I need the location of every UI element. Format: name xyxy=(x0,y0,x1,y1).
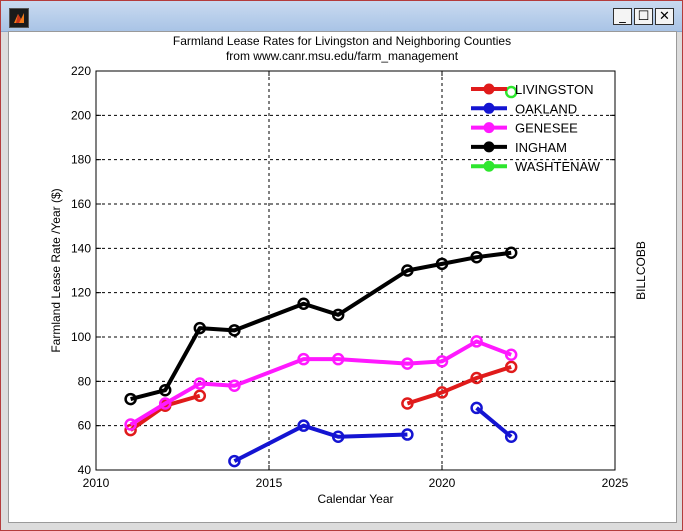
legend-label: LIVINGSTON xyxy=(515,82,594,97)
y-tick-label: 180 xyxy=(71,153,91,167)
data-point xyxy=(331,352,345,366)
data-point xyxy=(401,264,414,277)
data-point xyxy=(401,397,414,410)
data-point xyxy=(193,389,207,402)
data-point xyxy=(435,257,449,271)
plot-area xyxy=(96,71,615,470)
matlab-logo-icon xyxy=(9,8,29,28)
series-line xyxy=(406,365,512,406)
data-point xyxy=(124,423,137,437)
y-tick-label: 200 xyxy=(71,108,91,122)
data-point xyxy=(124,392,137,406)
legend-label: WASHTENAW xyxy=(515,159,601,174)
series-line xyxy=(475,406,513,439)
data-point xyxy=(470,371,483,385)
x-tick-label: 2025 xyxy=(602,476,629,490)
chart-title: Farmland Lease Rates for Livingston and … xyxy=(173,34,511,48)
maximize-button[interactable]: ☐ xyxy=(634,8,653,25)
close-button[interactable]: ✕ xyxy=(655,8,674,25)
x-axis-label: Calendar Year xyxy=(317,492,393,506)
series-livingston xyxy=(124,360,518,437)
data-point xyxy=(193,321,207,335)
series-oakland xyxy=(228,401,518,468)
y-tick-label: 40 xyxy=(78,463,92,477)
data-point xyxy=(124,418,137,431)
data-point xyxy=(297,419,310,432)
title-bar: _ ☐ ✕ xyxy=(1,1,682,32)
legend-marker xyxy=(483,83,495,95)
x-tick-label: 2015 xyxy=(256,476,283,490)
figure-canvas: 2010 2015 2020 2025 40 60 80 100 120 140 160 180 200… xyxy=(8,31,677,523)
y-tick-label: 220 xyxy=(71,64,91,78)
data-point xyxy=(331,308,345,322)
data-point xyxy=(504,360,518,374)
data-point xyxy=(401,357,414,370)
y-tick-label: 140 xyxy=(71,241,91,255)
data-point xyxy=(228,379,241,393)
series-genesee xyxy=(124,335,518,431)
chart-svg: 2010 2015 2020 2025 40 60 80 100 120 140 160 180 200… xyxy=(49,34,648,506)
legend-marker xyxy=(483,160,495,172)
data-point xyxy=(504,246,518,260)
data-point xyxy=(228,324,241,337)
data-point xyxy=(470,335,483,348)
y-tick-label: 60 xyxy=(78,419,92,433)
x-tick-label: 2020 xyxy=(429,476,456,490)
y-tick-label: 100 xyxy=(71,330,91,344)
data-point xyxy=(331,430,345,443)
grid-lines xyxy=(96,71,615,470)
y-axis-label: Farmland Lease Rate /Year ($) xyxy=(49,188,63,352)
data-point xyxy=(504,348,518,361)
series-ingham xyxy=(124,246,518,406)
chart-subtitle: from www.canr.msu.edu/farm_management xyxy=(226,49,459,63)
data-point xyxy=(297,297,310,310)
minimize-button[interactable]: _ xyxy=(613,8,632,25)
legend-marker xyxy=(483,122,495,134)
data-point xyxy=(470,401,483,415)
data-point xyxy=(435,355,449,368)
data-point xyxy=(435,386,449,399)
data-point xyxy=(401,428,414,441)
legend-marker xyxy=(483,102,495,114)
series-line xyxy=(233,423,408,463)
series-washtenaw xyxy=(504,85,518,99)
series-line xyxy=(130,250,512,402)
data-point xyxy=(228,454,241,468)
right-side-label: BILLCOBB xyxy=(634,241,648,300)
series-line xyxy=(129,339,512,427)
matlab-membrane-icon xyxy=(14,13,24,23)
legend-marker xyxy=(483,141,495,153)
legend-label: GENESEE xyxy=(515,121,578,136)
data-point xyxy=(158,397,172,410)
axes-box xyxy=(95,70,616,471)
x-tick-label: 2010 xyxy=(83,476,110,490)
data-point xyxy=(470,250,483,264)
data-point xyxy=(158,383,172,397)
data-point xyxy=(297,352,310,366)
legend-label: INGHAM xyxy=(515,140,567,155)
y-tick-label: 80 xyxy=(78,374,92,388)
data-point xyxy=(193,377,207,390)
data-point xyxy=(504,85,518,99)
y-tick-label: 120 xyxy=(71,286,91,300)
legend-label: OAKLAND xyxy=(515,101,577,116)
y-tick-label: 160 xyxy=(71,197,91,211)
data-point xyxy=(504,430,518,443)
